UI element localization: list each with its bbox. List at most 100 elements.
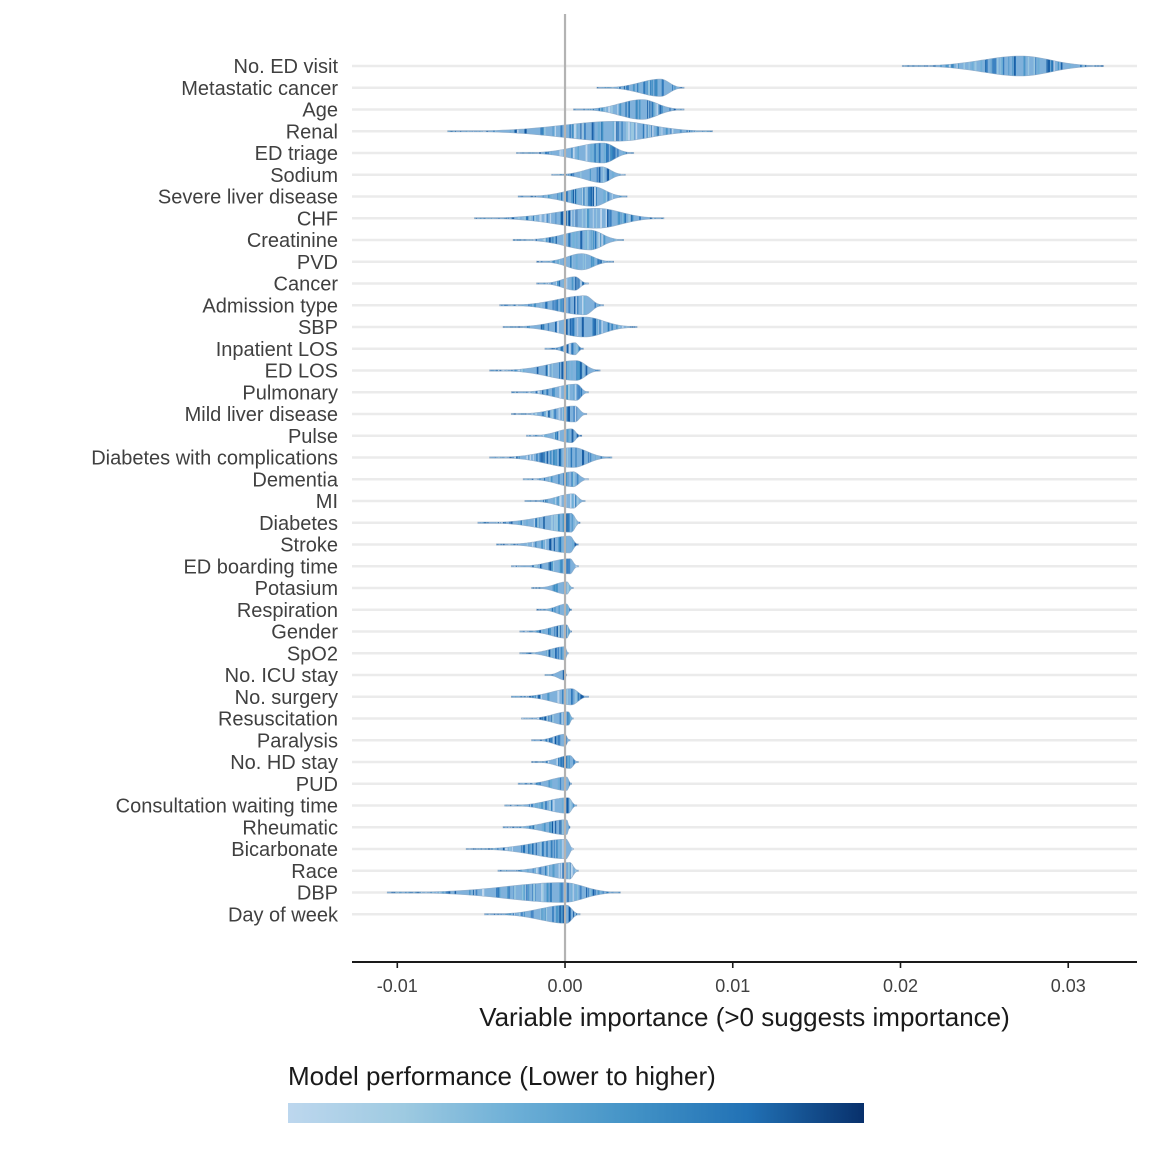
y-label-no-hd-stay: No. HD stay (230, 752, 338, 774)
y-label-resuscitation: Resuscitation (218, 709, 338, 731)
y-label-renal: Renal (286, 121, 338, 143)
violin-stripes-rheumatic (503, 819, 570, 835)
violin-no-hd-stay (531, 755, 579, 769)
violin-ed-los (489, 360, 601, 381)
violin-stripes-diabetes (480, 513, 581, 533)
violin-admission-type (499, 295, 604, 316)
violin-body-ed-los (489, 360, 601, 381)
violin-body-rheumatic (503, 819, 571, 835)
violin-diabetes (477, 513, 581, 533)
violin-bicarbonate (465, 838, 574, 860)
y-label-dementia: Dementia (252, 469, 338, 491)
violin-stripes-chf (475, 208, 664, 229)
y-label-gender: Gender (271, 622, 338, 644)
y-label-no-ed-visit: No. ED visit (234, 56, 339, 78)
y-label-inpatient-los: Inpatient LOS (216, 339, 338, 361)
violin-stripes-dementia (524, 471, 589, 487)
y-label-severe-liver-disease: Severe liver disease (158, 187, 338, 209)
violin-stripes-ed-triage (518, 143, 633, 163)
violin-stripes-gender (522, 624, 572, 639)
violin-body-no-surgery (511, 688, 589, 705)
violin-stripes-renal (448, 121, 712, 142)
violin-body-pulmonary (511, 384, 589, 401)
violin-pulse (526, 428, 583, 443)
violin-stripes-no-hd-stay (531, 755, 575, 769)
violin-stripes-no-ed-visit (903, 56, 1104, 76)
y-label-respiration: Respiration (237, 600, 338, 622)
violin-stripes-admission-type (500, 295, 604, 315)
y-label-diabetes: Diabetes (259, 513, 338, 535)
violin-stripes-pulmonary (512, 384, 588, 401)
gridlines (352, 64, 1137, 916)
violin-stripes-stroke (496, 536, 579, 553)
violin-body-renal (447, 121, 713, 142)
violin-stripes-respiration (537, 603, 572, 616)
violin-stripes-severe-liver-disease (518, 186, 628, 207)
x-tick-label: -0.01 (377, 976, 418, 996)
violin-stripes-dbp (391, 882, 621, 903)
violin-ed-triage (516, 142, 635, 164)
y-label-ed-boarding-time: ED boarding time (183, 556, 338, 578)
violin-renal (447, 121, 713, 142)
violin-body-no-hd-stay (531, 755, 579, 769)
y-label-metastatic-cancer: Metastatic cancer (181, 78, 338, 100)
violin-stripes-mild-liver-disease (513, 406, 578, 422)
violin-spo2 (519, 646, 569, 661)
violin-body-race (497, 862, 579, 880)
y-label-rheumatic: Rheumatic (242, 817, 338, 839)
violin-stripes-metastatic-cancer (596, 79, 685, 97)
violin-potasium (531, 581, 574, 595)
y-label-consultation-waiting-time: Consultation waiting time (116, 796, 338, 818)
violin-severe-liver-disease (517, 186, 628, 207)
violin-stripes-no-surgery (511, 688, 589, 705)
y-label-mi: MI (316, 491, 338, 513)
violin-pud (517, 776, 572, 791)
violin-pvd (536, 253, 614, 271)
violin-stripes-age (573, 99, 685, 120)
violin-creatinine (512, 229, 624, 251)
violin-ed-boarding-time (511, 558, 579, 575)
y-label-pulmonary: Pulmonary (242, 382, 338, 404)
violin-mild-liver-disease (511, 405, 588, 423)
violin-stripes-race (500, 862, 577, 880)
y-label-sbp: SBP (298, 317, 338, 339)
violin-cancer (536, 276, 589, 291)
y-label-no-surgery: No. surgery (235, 687, 338, 709)
y-label-potasium: Potasium (255, 578, 338, 600)
violin-gender (519, 624, 572, 639)
violin-dementia (522, 471, 589, 488)
violin-diabetes-with-complications (489, 447, 613, 468)
violin-stripes-ed-boarding-time (513, 558, 579, 574)
violin-age (573, 99, 685, 120)
legend-colorbar (288, 1103, 864, 1123)
y-label-bicarbonate: Bicarbonate (231, 839, 338, 861)
y-label-race: Race (291, 861, 338, 883)
violin-sbp (502, 316, 638, 338)
violin-chf (474, 208, 665, 229)
x-tick-label: 0.03 (1051, 976, 1086, 996)
violin-no-ed-visit (901, 55, 1104, 77)
y-label-diabetes-with-complications: Diabetes with complications (91, 448, 338, 470)
y-label-ed-los: ED LOS (265, 361, 338, 383)
violin-day-of-week (484, 904, 581, 924)
y-label-admission-type: Admission type (202, 295, 338, 317)
violin-stripes-consultation-waiting-time (505, 797, 575, 814)
x-axis-ticks: -0.01 0.00 0.01 0.02 0.03 (377, 962, 1086, 996)
violin-stroke (496, 535, 579, 554)
violin-mi (524, 493, 586, 509)
y-label-sodium: Sodium (270, 165, 338, 187)
violin-body-potasium (531, 581, 574, 595)
x-tick-label: 0.01 (715, 976, 750, 996)
violin-metastatic-cancer (596, 78, 685, 97)
violin-body-no-icu-stay (544, 669, 567, 681)
y-label-creatinine: Creatinine (247, 230, 338, 252)
y-label-paralysis: Paralysis (257, 730, 338, 752)
y-label-pulse: Pulse (288, 426, 338, 448)
violin-stripes-diabetes-with-complications (492, 447, 612, 468)
violin-stripes-creatinine (513, 230, 624, 250)
violin-no-icu-stay (544, 669, 567, 681)
violin-stripes-mi (527, 493, 586, 509)
violin-stripes-sbp (503, 317, 635, 337)
x-axis-title: Variable importance (>0 suggests importa… (479, 1002, 1010, 1032)
